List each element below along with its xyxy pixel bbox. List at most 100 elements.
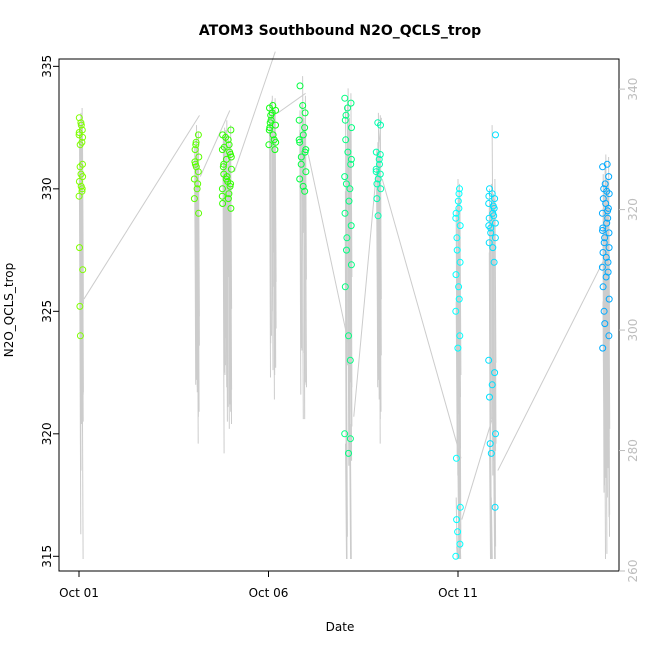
data-point (455, 295, 463, 303)
data-point (268, 109, 276, 117)
data-point (191, 146, 199, 154)
data-point (491, 234, 499, 242)
data-point (454, 528, 462, 536)
data-point (295, 116, 303, 124)
data-point (346, 185, 354, 193)
data-point (269, 131, 277, 139)
data-point (192, 138, 200, 146)
data-point (299, 182, 307, 190)
chart-title: ATOM3 Southbound N2O_QCLS_trop (199, 23, 481, 39)
y-tick-label: 315 (40, 545, 54, 568)
data-point (605, 190, 613, 198)
data-point (224, 195, 232, 203)
transit-line (497, 249, 610, 471)
data-point (296, 175, 304, 183)
data-point (342, 180, 350, 188)
data-point (487, 229, 495, 237)
data-point (453, 234, 461, 242)
data-point (486, 440, 494, 448)
data-point (341, 209, 349, 217)
y2-tick-label: 320 (626, 198, 640, 221)
data-point (195, 209, 203, 217)
data-point (219, 163, 227, 171)
data-point (296, 138, 304, 146)
data-point (193, 185, 201, 193)
data-point (296, 82, 304, 90)
data-point (77, 170, 85, 178)
transit-line (277, 92, 306, 114)
data-point (341, 116, 349, 124)
data-point (76, 141, 84, 149)
data-point (79, 266, 87, 274)
y2-tick-label: 260 (626, 560, 640, 583)
data-point (79, 133, 87, 141)
data-point (604, 207, 612, 215)
data-point (604, 214, 612, 222)
data-point (76, 244, 83, 252)
data-point (485, 356, 493, 364)
data-point (77, 121, 85, 129)
data-point (453, 516, 461, 524)
data-point (192, 141, 200, 149)
data-point (600, 307, 608, 315)
data-point (372, 165, 380, 173)
transit-line (381, 178, 462, 459)
data-point (227, 165, 235, 173)
data-point (347, 160, 355, 168)
data-point (271, 146, 279, 154)
data-point (453, 246, 461, 254)
data-point (79, 160, 86, 168)
profile-line-flight-2 (194, 125, 200, 444)
data-point (485, 239, 493, 247)
data-point (301, 124, 309, 132)
data-point (456, 185, 463, 193)
y-axis-label: N2O_QCLS_trop (2, 263, 16, 358)
data-point (455, 190, 463, 198)
data-point (598, 263, 606, 271)
data-point (194, 180, 202, 188)
data-point (225, 190, 233, 198)
data-point (299, 131, 307, 139)
data-point (605, 244, 613, 252)
data-point (190, 195, 198, 203)
data-point (456, 222, 464, 230)
data-point (341, 94, 349, 102)
data-point (490, 258, 498, 266)
data-point (376, 151, 384, 158)
data-point (299, 102, 307, 109)
data-point (223, 173, 231, 181)
data-point (377, 185, 385, 193)
data-point (377, 121, 384, 129)
data-point (75, 114, 83, 122)
data-point (226, 148, 234, 156)
data-point (301, 187, 309, 195)
data-point (602, 253, 610, 261)
transit-line (461, 409, 496, 520)
data-point (455, 204, 463, 212)
plot-frame (58, 58, 620, 572)
data-point (374, 212, 382, 220)
data-point (456, 503, 464, 511)
y2-tick-label: 300 (626, 319, 640, 342)
data-point (297, 160, 305, 168)
data-point (452, 307, 460, 315)
data-point (297, 153, 305, 161)
data-point (75, 178, 83, 185)
data-point (486, 393, 493, 401)
data-point (601, 180, 609, 188)
data-point (601, 234, 609, 242)
data-point (345, 332, 352, 340)
data-point (345, 197, 353, 205)
data-point (347, 222, 355, 230)
data-point (346, 435, 354, 443)
profile-line-flight-5 (299, 76, 307, 420)
data-point (491, 369, 499, 377)
data-point (224, 178, 232, 185)
profile-line-flight-8 (455, 178, 462, 560)
data-point (452, 214, 460, 222)
y2-tick-label: 280 (626, 439, 640, 462)
data-point (603, 219, 611, 227)
data-point (301, 148, 309, 156)
data-point (194, 168, 202, 176)
